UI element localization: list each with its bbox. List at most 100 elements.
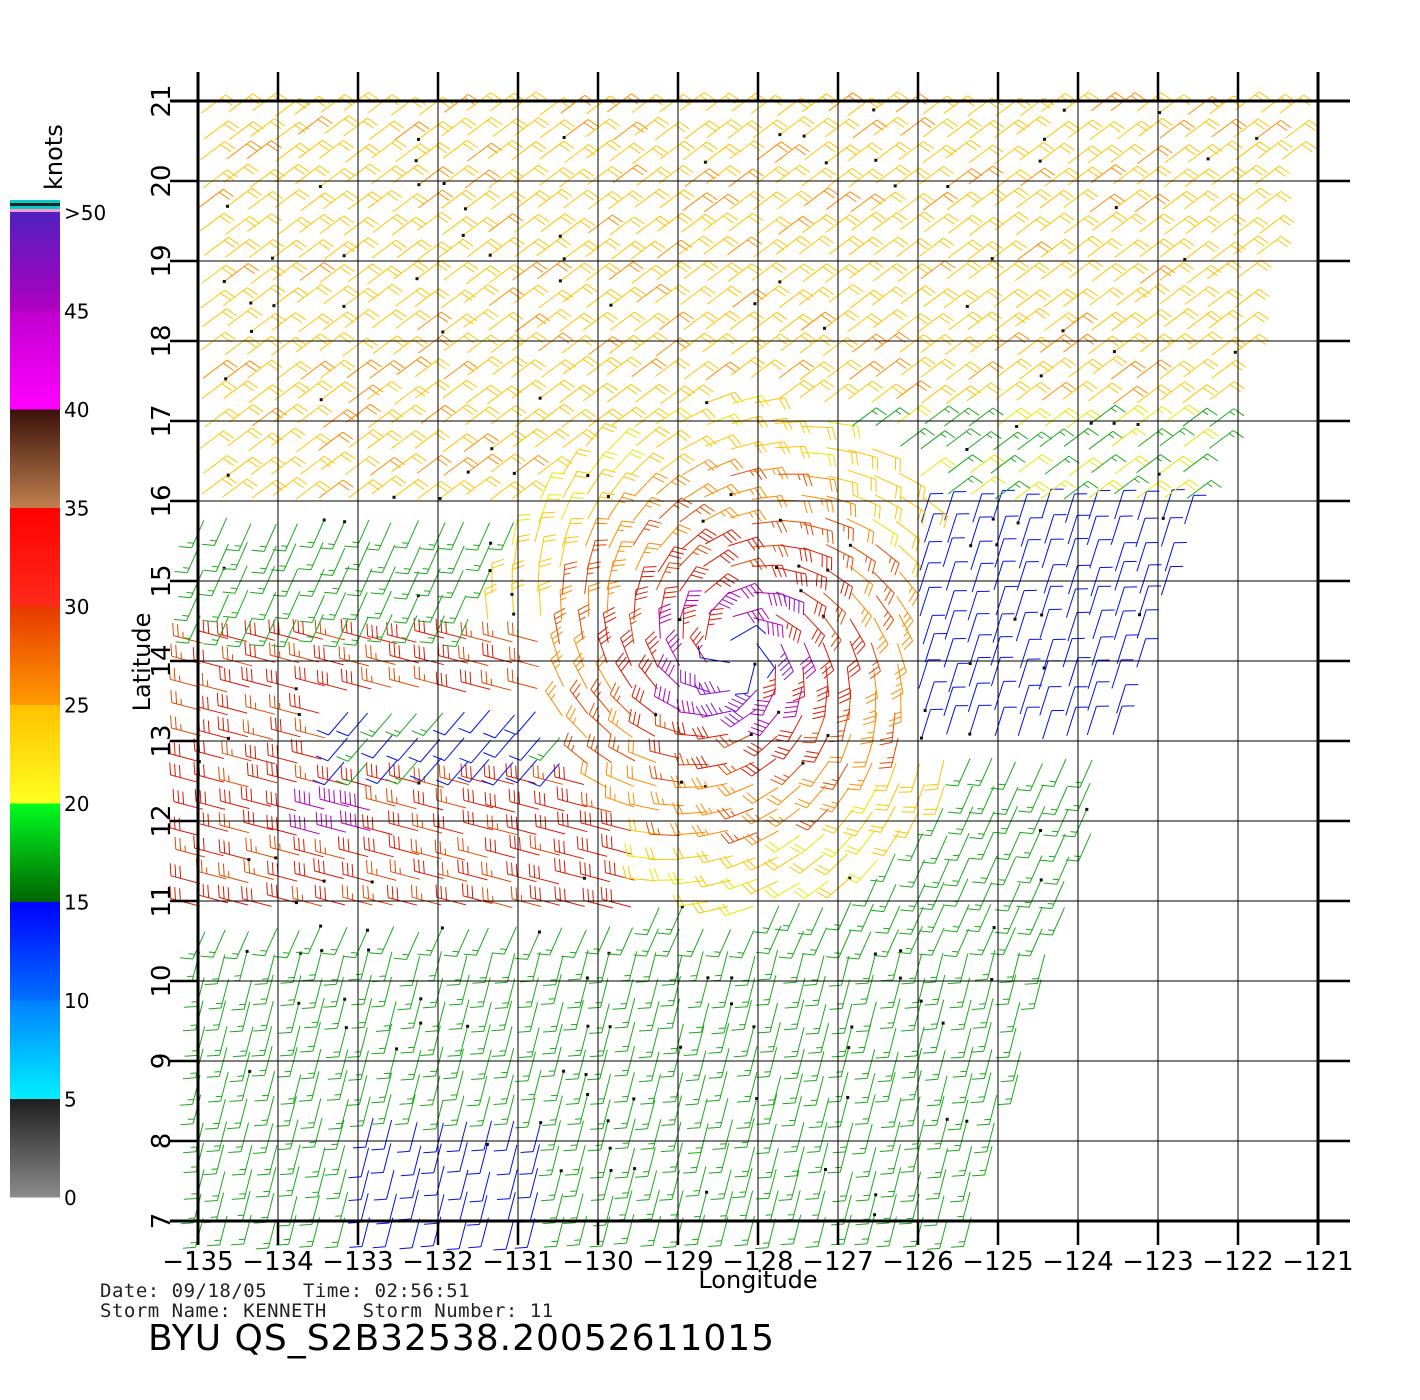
barb-feather: [472, 790, 475, 803]
barb-feather: [683, 1054, 697, 1056]
barb-staff: [532, 951, 541, 982]
barb-feather: [237, 1025, 244, 1028]
barb-feather: [1083, 483, 1090, 489]
barb-feather: [1003, 998, 1010, 1000]
barb-feather: [442, 644, 445, 657]
barb-feather: [223, 615, 236, 619]
wind-barb: [1092, 609, 1115, 639]
barb-feather: [304, 668, 306, 681]
wind-barb: [899, 495, 926, 525]
barb-feather: [324, 591, 337, 594]
rain-flag: [416, 594, 420, 598]
barb-staff: [746, 1117, 755, 1148]
barb-feather: [1138, 475, 1149, 484]
barb-feather: [887, 1001, 895, 1004]
barb-feather: [330, 815, 332, 829]
wind-barb: [995, 585, 1018, 616]
wind-barb: [971, 1145, 993, 1177]
barb-feather: [316, 764, 319, 778]
barb-feather: [432, 755, 445, 762]
barb-feather: [821, 828, 835, 834]
barb-staff: [239, 951, 248, 981]
wind-barb: [1062, 807, 1089, 838]
wind-barb: [518, 977, 539, 1008]
barb-feather: [764, 844, 776, 853]
barb-staff: [944, 590, 955, 620]
barb-feather: [584, 862, 587, 876]
barb-feather: [330, 948, 338, 951]
barb-feather: [399, 1197, 413, 1199]
barb-feather: [566, 813, 569, 827]
wind-barb: [743, 735, 778, 757]
barb-staff: [799, 854, 824, 874]
barb-feather: [204, 983, 218, 986]
barb-staff: [338, 1168, 347, 1199]
rain-flag: [846, 1095, 850, 1099]
barb-feather: [594, 522, 608, 525]
barb-feather: [774, 750, 787, 756]
barb-feather: [174, 836, 177, 850]
wind-barb: [1138, 585, 1162, 617]
barb-feather: [526, 1051, 533, 1053]
barb-feather: [328, 543, 335, 546]
barb-feather: [899, 1125, 913, 1127]
barb-feather: [223, 767, 225, 781]
barb-feather: [797, 933, 811, 936]
barb-staff: [267, 1218, 277, 1249]
barb-staff: [651, 1051, 660, 1081]
wind-barb: [843, 811, 874, 837]
barb-feather: [484, 588, 497, 595]
barb-feather: [567, 735, 573, 748]
barb-feather: [174, 763, 176, 777]
wind-barb: [827, 734, 852, 763]
barb-feather: [730, 765, 736, 771]
barb-staff: [770, 1147, 779, 1178]
wind-barb: [874, 494, 903, 522]
barb-staff: [698, 733, 728, 740]
barb-feather: [968, 812, 982, 815]
barb-feather: [226, 1127, 240, 1130]
barb-feather: [696, 824, 704, 836]
barb-feather: [895, 671, 907, 680]
wind-barb: [347, 1027, 368, 1058]
colorbar-band: [10, 901, 60, 1001]
barb-staff: [875, 544, 900, 564]
barb-staff: [984, 1145, 993, 1176]
barb-staff: [335, 619, 349, 647]
barb-feather: [214, 1049, 221, 1052]
barb-feather: [519, 1173, 533, 1175]
barb-feather: [376, 1077, 390, 1080]
barb-feather: [570, 1217, 577, 1219]
barb-feather: [496, 1198, 510, 1200]
barb-staff: [846, 518, 875, 533]
wind-barb: [561, 561, 578, 595]
rain-flag: [755, 1097, 759, 1100]
wind-barb: [562, 1166, 584, 1198]
rain-flag: [680, 780, 683, 784]
barb-staff: [872, 668, 878, 698]
barb-staff: [855, 811, 874, 837]
colorbar-stripe: [10, 203, 60, 206]
barb-feather: [1006, 976, 1014, 978]
wind-barb: [967, 757, 993, 786]
barb-staff: [458, 849, 488, 858]
barb-staff: [939, 1147, 949, 1178]
barb-feather: [797, 887, 809, 896]
barb-feather: [691, 727, 699, 740]
barb-feather: [768, 593, 773, 606]
barb-feather: [883, 611, 889, 618]
barb-feather: [340, 454, 352, 463]
barb-staff: [580, 949, 589, 980]
barb-feather: [543, 1245, 557, 1248]
wind-barb: [483, 714, 515, 739]
barb-feather: [553, 607, 566, 615]
barb-feather: [276, 817, 278, 831]
barb-staff: [796, 1048, 805, 1079]
barb-staff: [388, 1048, 398, 1079]
barb-staff: [505, 1120, 515, 1151]
barb-feather: [344, 451, 356, 460]
barb-feather: [466, 884, 469, 898]
barb-feather: [894, 711, 902, 715]
barb-feather: [567, 978, 581, 981]
barb-staff: [383, 1119, 393, 1150]
